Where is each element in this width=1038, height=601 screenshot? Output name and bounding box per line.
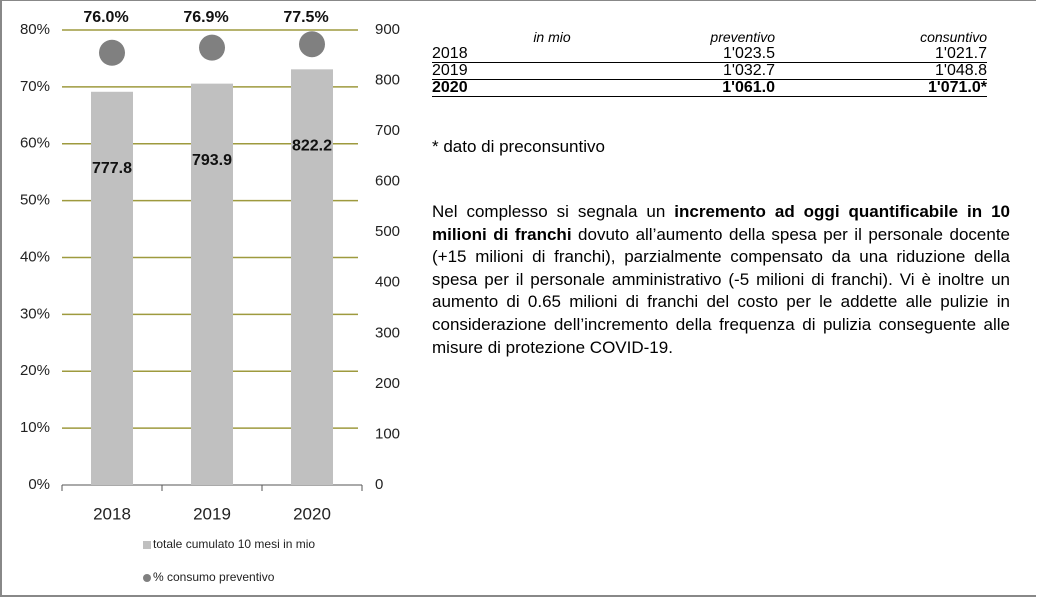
y-tick-label: 0% (28, 476, 50, 493)
bar-value-label: 793.9 (192, 152, 232, 169)
y-tick-label: 20% (20, 362, 50, 379)
table-cell: 2020 (432, 79, 672, 97)
y-tick-label: 80% (20, 21, 50, 38)
paragraph: Nel complesso si segnala un incremento a… (432, 201, 1010, 359)
table-cell: 2019 (432, 62, 672, 80)
bar (291, 69, 333, 486)
legend-label: % consumo preventivo (153, 570, 275, 584)
y2-tick-label: 0 (375, 476, 383, 493)
y-tick-label: 30% (20, 305, 50, 322)
table-cell: 1'061.0 (672, 79, 775, 97)
y2-tick-label: 200 (375, 375, 400, 392)
table-cell: 1'021.7 (775, 46, 987, 63)
y2-tick-label: 600 (375, 173, 400, 190)
y2-tick-label: 100 (375, 425, 400, 442)
y-tick-label: 40% (20, 248, 50, 265)
dot (299, 31, 325, 58)
y-tick-label: 50% (20, 192, 50, 209)
dot-value-label: 76.0% (83, 9, 128, 26)
y-tick-label: 70% (20, 78, 50, 95)
legend-marker (143, 541, 151, 549)
data-table: in mio preventivo consuntivo 2018 1'023.5… (432, 28, 987, 97)
table-row: 2020 1'061.0 1'071.0* (432, 79, 987, 97)
y-tick-label: 10% (20, 419, 50, 436)
table-cell: 1'032.7 (672, 62, 775, 80)
table-row: 2019 1'032.7 1'048.8 (432, 62, 987, 80)
y2-tick-label: 300 (375, 324, 400, 341)
y2-tick-label: 800 (375, 72, 400, 89)
y2-tick-label: 900 (375, 21, 400, 38)
paragraph-segment: incremento ad oggi quantificabile in 10 … (432, 202, 1010, 244)
bar-value-label: 822.2 (292, 138, 332, 155)
table-row: 2018 1'023.5 1'021.7 (432, 46, 987, 63)
header-cell: consuntivo (920, 29, 987, 45)
x-tick-label: 2019 (193, 504, 231, 523)
bar (91, 91, 133, 485)
table-header: in mio preventivo consuntivo (432, 28, 987, 46)
dot (99, 39, 125, 66)
bar-value-label: 777.8 (92, 160, 132, 177)
chart: 0% 10% 20% 30% 40% 50% 60% 70% 80% 0 100 200 300 400 5… (20, 9, 400, 584)
dot (199, 34, 225, 61)
y2-tick-label: 400 (375, 274, 400, 291)
y2-tick-label: 700 (375, 122, 400, 139)
header-cell: in mio (533, 29, 571, 45)
table-cell: 2018 (432, 46, 672, 63)
y2-tick-label: 500 (375, 223, 400, 240)
x-tick-label: 2018 (93, 504, 131, 523)
y-tick-label: 60% (20, 135, 50, 152)
table-cell: 1'071.0* (775, 79, 987, 97)
dot-value-label: 77.5% (283, 9, 328, 26)
header-cell: preventivo (710, 29, 775, 45)
dot-value-label: 76.9% (183, 9, 228, 26)
legend-label: totale cumulato 10 mesi in mio (153, 537, 315, 551)
paragraph-segment: dovuto all’aumento della spesa per il pe… (432, 224, 1010, 357)
legend-marker (143, 574, 151, 582)
paragraph-segment: Nel complesso si segnala un (432, 202, 675, 221)
bar (191, 83, 233, 486)
x-tick-label: 2020 (293, 504, 331, 523)
table-cell: 1'023.5 (672, 46, 775, 63)
footnote: * dato di preconsuntivo (432, 137, 605, 156)
table-cell: 1'048.8 (775, 62, 987, 80)
